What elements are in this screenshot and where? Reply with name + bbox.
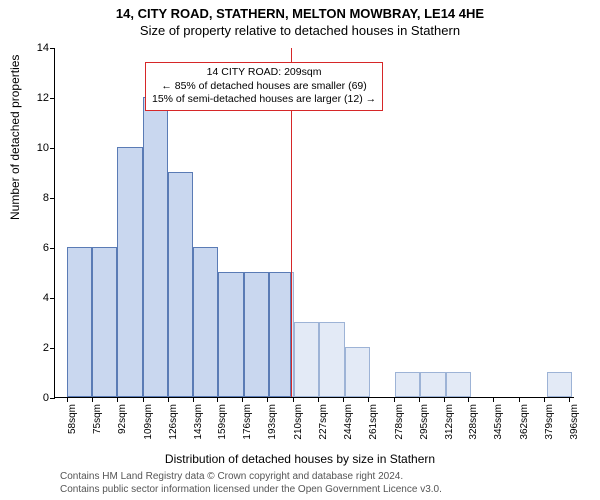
- histogram-bar: [446, 372, 471, 397]
- x-tick-label: 379sqm: [544, 404, 545, 440]
- x-tick-mark: [318, 397, 319, 402]
- x-tick-label: 193sqm: [267, 404, 268, 440]
- x-tick-mark: [168, 397, 169, 402]
- histogram-bar: [395, 372, 420, 397]
- histogram-bar: [218, 272, 243, 397]
- x-tick-label: 109sqm: [143, 404, 144, 440]
- x-tick-label: 295sqm: [419, 404, 420, 440]
- histogram-bar: [67, 247, 92, 397]
- x-tick-mark: [67, 397, 68, 402]
- x-tick-label: 227sqm: [318, 404, 319, 440]
- x-tick-mark: [468, 397, 469, 402]
- chart-area: 0246810121458sqm75sqm92sqm109sqm126sqm14…: [54, 48, 574, 398]
- x-tick-label: 396sqm: [569, 404, 570, 440]
- x-tick-mark: [293, 397, 294, 402]
- y-tick-mark: [50, 298, 55, 299]
- x-tick-mark: [544, 397, 545, 402]
- histogram-bar: [294, 322, 319, 397]
- annotation-line: 15% of semi-detached houses are larger (…: [152, 93, 376, 107]
- x-tick-mark: [368, 397, 369, 402]
- annotation-line: 14 CITY ROAD: 209sqm: [152, 66, 376, 80]
- x-tick-mark: [444, 397, 445, 402]
- histogram-bar: [117, 147, 142, 397]
- footnote-line: Contains public sector information licen…: [60, 484, 442, 497]
- x-tick-label: 126sqm: [168, 404, 169, 440]
- x-tick-label: 75sqm: [92, 404, 93, 434]
- x-tick-mark: [242, 397, 243, 402]
- x-tick-label: 261sqm: [368, 404, 369, 440]
- histogram-bar: [244, 272, 269, 397]
- x-axis-label: Distribution of detached houses by size …: [0, 452, 600, 466]
- y-tick-label: 10: [19, 142, 49, 154]
- x-tick-mark: [92, 397, 93, 402]
- x-tick-label: 92sqm: [117, 404, 118, 434]
- y-tick-mark: [50, 398, 55, 399]
- x-tick-mark: [493, 397, 494, 402]
- x-tick-mark: [117, 397, 118, 402]
- annotation-box: 14 CITY ROAD: 209sqm← 85% of detached ho…: [145, 62, 383, 111]
- y-tick-mark: [50, 48, 55, 49]
- histogram-bar: [420, 372, 445, 397]
- y-tick-mark: [50, 248, 55, 249]
- x-tick-label: 328sqm: [468, 404, 469, 440]
- footnote-line: Contains HM Land Registry data © Crown c…: [60, 471, 442, 484]
- x-tick-mark: [419, 397, 420, 402]
- x-tick-label: 143sqm: [193, 404, 194, 440]
- x-tick-label: 362sqm: [519, 404, 520, 440]
- histogram-bar: [143, 97, 168, 397]
- x-tick-mark: [569, 397, 570, 402]
- x-tick-label: 312sqm: [444, 404, 445, 440]
- x-tick-label: 176sqm: [242, 404, 243, 440]
- histogram-bar: [345, 347, 370, 397]
- footnote: Contains HM Land Registry data © Crown c…: [60, 471, 442, 496]
- y-tick-label: 14: [19, 42, 49, 54]
- x-tick-mark: [217, 397, 218, 402]
- y-tick-label: 0: [19, 392, 49, 404]
- x-tick-label: 58sqm: [67, 404, 68, 434]
- chart-title: 14, CITY ROAD, STATHERN, MELTON MOWBRAY,…: [0, 0, 600, 21]
- y-tick-label: 6: [19, 242, 49, 254]
- plot-region: 0246810121458sqm75sqm92sqm109sqm126sqm14…: [54, 48, 574, 398]
- y-tick-mark: [50, 198, 55, 199]
- x-tick-mark: [519, 397, 520, 402]
- x-tick-mark: [193, 397, 194, 402]
- y-tick-mark: [50, 98, 55, 99]
- y-tick-label: 12: [19, 92, 49, 104]
- x-tick-mark: [394, 397, 395, 402]
- x-tick-label: 159sqm: [217, 404, 218, 440]
- x-tick-mark: [267, 397, 268, 402]
- chart-subtitle: Size of property relative to detached ho…: [0, 21, 600, 38]
- x-tick-label: 244sqm: [343, 404, 344, 440]
- histogram-bar: [193, 247, 218, 397]
- y-tick-label: 4: [19, 292, 49, 304]
- x-tick-mark: [143, 397, 144, 402]
- x-tick-mark: [343, 397, 344, 402]
- annotation-line: ← 85% of detached houses are smaller (69…: [152, 80, 376, 94]
- histogram-bar: [269, 272, 291, 397]
- histogram-bar: [168, 172, 193, 397]
- x-tick-label: 210sqm: [293, 404, 294, 440]
- histogram-bar: [547, 372, 572, 397]
- chart-container: 14, CITY ROAD, STATHERN, MELTON MOWBRAY,…: [0, 0, 600, 500]
- x-tick-label: 278sqm: [394, 404, 395, 440]
- y-tick-label: 8: [19, 192, 49, 204]
- x-tick-label: 345sqm: [493, 404, 494, 440]
- histogram-bar: [92, 247, 117, 397]
- y-tick-mark: [50, 148, 55, 149]
- y-tick-mark: [50, 348, 55, 349]
- histogram-bar: [319, 322, 344, 397]
- y-tick-label: 2: [19, 342, 49, 354]
